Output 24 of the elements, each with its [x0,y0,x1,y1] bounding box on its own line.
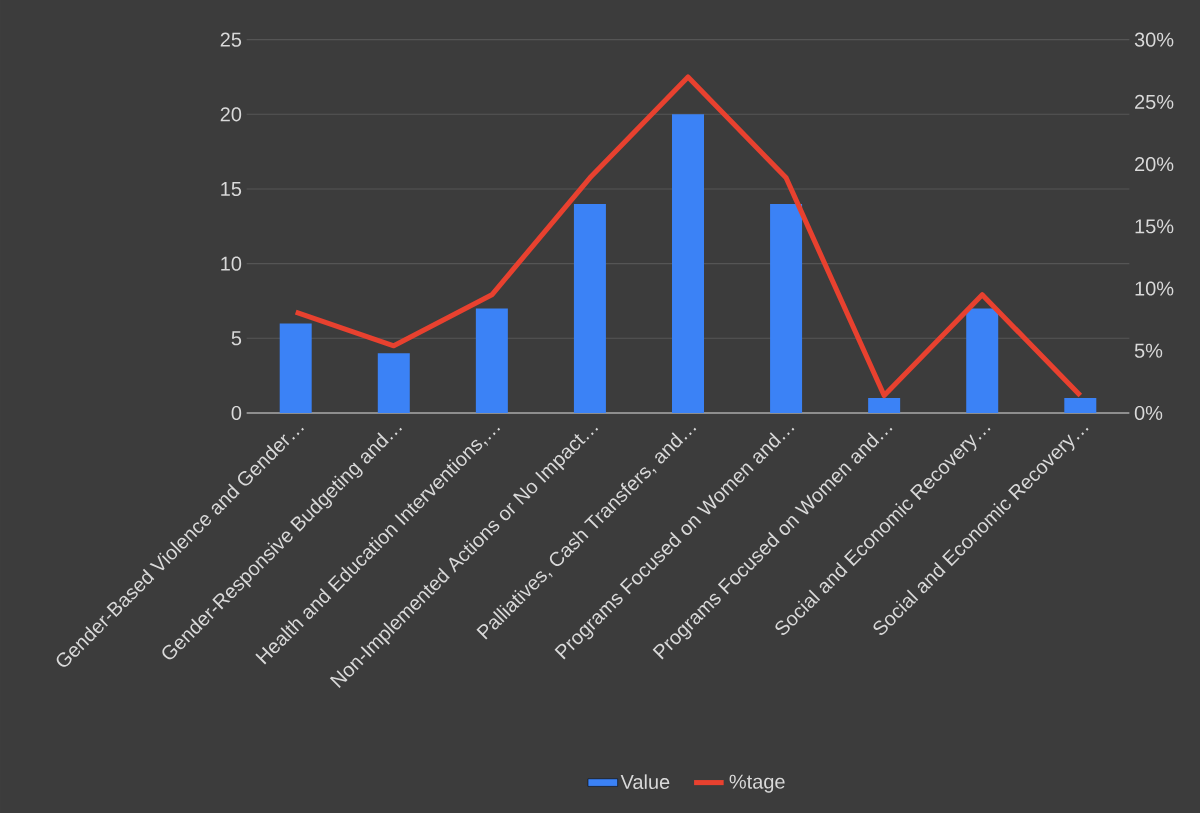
y2-tick-label: 10% [1135,281,1174,296]
y-tick-label: 10 [221,256,242,271]
bar [475,308,508,413]
y-tick-label: 25 [220,32,242,47]
bar [868,398,901,413]
bar [279,323,312,413]
legend-label: %tage [729,774,785,793]
y2-tick-label: 20% [1135,157,1174,172]
y2-tick-label: 30% [1134,32,1174,47]
y2-tick-label: 5% [1134,343,1163,358]
bar [1064,398,1097,413]
y2-tick-label: 0% [1134,405,1163,421]
bar [377,353,410,413]
bar [573,203,606,413]
y-tick-label: 15 [221,182,242,196]
y2-tick-label: 25% [1135,94,1174,109]
bar [966,308,999,413]
y-tick-label: 5 [231,331,242,346]
y2-tick-label: 15% [1135,219,1174,234]
bar [672,114,704,413]
y-tick-label: 20 [220,107,242,122]
bar [770,203,803,413]
legend-label: Value [620,774,670,790]
y-tick-label: 0 [231,405,242,421]
